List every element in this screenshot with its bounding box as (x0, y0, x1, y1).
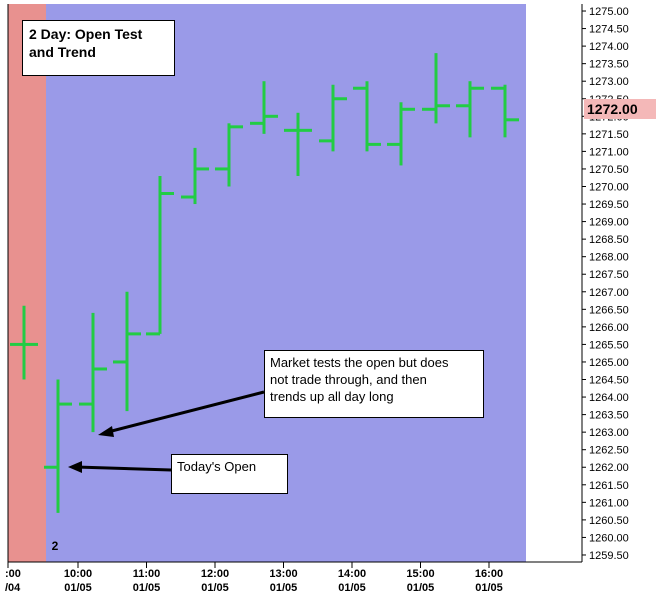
time-tick-label-date: 01/05 (270, 582, 298, 594)
ohlc-bars (10, 53, 519, 513)
partial-date-label: /04 (5, 582, 21, 594)
price-tick-label: 1263.50 (589, 410, 629, 422)
price-tick-label: 1270.00 (589, 181, 629, 193)
market-test-line-2: not trade through, and then (270, 372, 427, 387)
time-axis: 10:00 01/05 11:00 01/05 12:00 01/05 13:00 01/05… (5, 562, 503, 594)
price-tick-label: 1266.00 (589, 322, 629, 334)
time-tick-label-time: 11:00 (133, 568, 161, 580)
price-tick-label: 1264.50 (589, 375, 629, 387)
time-tick-label-date: 01/05 (64, 582, 92, 594)
market-test-arrowhead (98, 426, 114, 437)
last-price-label: 1272.00 (587, 101, 638, 117)
price-tick-label: 1260.00 (589, 532, 629, 544)
todays-open-arrow-line (75, 465, 172, 472)
price-tick-label: 1264.00 (589, 392, 629, 404)
price-tick-label: 1266.50 (589, 304, 629, 316)
market-test-line-1: Market tests the open but does (270, 355, 449, 370)
price-tick-label: 1267.50 (589, 269, 629, 281)
price-tick-label: 1268.00 (589, 252, 629, 264)
price-tick-label: 1265.50 (589, 339, 629, 351)
last-price-tag-background (584, 99, 656, 119)
chart-title-line-2: and Trend (29, 44, 96, 60)
price-tick-label: 1268.50 (589, 234, 629, 246)
price-tick-label: 1271.00 (589, 146, 629, 158)
market-test-line-3: trends up all day long (270, 389, 394, 404)
time-tick-label-time: 14:00 (338, 568, 366, 580)
chart-title-line-1: 2 Day: Open Test (29, 26, 143, 42)
market-test-annotation: Market tests the open but does not trade… (264, 350, 484, 418)
todays-open-label: Today's Open (177, 459, 257, 474)
previous-session-background (8, 4, 46, 562)
time-tick-label-time: 13:00 (269, 568, 297, 580)
time-tick-label-time: 10:00 (64, 568, 92, 580)
time-tick-label-time: 12:00 (201, 568, 229, 580)
price-tick-label: 1269.00 (589, 217, 629, 229)
last-price-tag: 1272.00 (584, 99, 656, 119)
price-tick-label: 1274.50 (589, 24, 629, 36)
price-tick-label: 1265.00 (589, 357, 629, 369)
todays-open-arrowhead (68, 461, 82, 473)
price-tick-label: 1261.00 (589, 497, 629, 509)
annotation-arrows (68, 390, 265, 473)
price-tick-label: 1261.50 (589, 480, 629, 492)
price-tick-label: 1269.50 (589, 199, 629, 211)
time-tick-label-date: 01/05 (201, 582, 229, 594)
price-tick-label: 1262.00 (589, 462, 629, 474)
time-tick-label-time: 16:00 (475, 568, 503, 580)
todays-open-annotation: Today's Open (171, 454, 288, 494)
price-tick-label: 1271.50 (589, 129, 629, 141)
price-axis: 1259.50 1260.00 1260.50 1261.00 1261.50 1262.… (582, 6, 629, 562)
time-tick-label-date: 01/05 (475, 582, 503, 594)
price-tick-label: 1275.00 (589, 6, 629, 18)
price-tick-label: 1274.00 (589, 41, 629, 53)
price-tick-label: 1273.00 (589, 76, 629, 88)
time-tick-label-date: 01/05 (133, 582, 161, 594)
chart-title-box: 2 Day: Open Test and Trend (22, 20, 175, 76)
time-tick-label-date: 01/05 (407, 582, 435, 594)
time-tick-label-date: 01/05 (338, 582, 366, 594)
price-tick-label: 1262.50 (589, 445, 629, 457)
time-tick-label-time: 15:00 (406, 568, 434, 580)
price-tick-label: 1259.50 (589, 550, 629, 562)
price-tick-label: 1273.50 (589, 59, 629, 71)
price-tick-label: 1270.50 (589, 164, 629, 176)
price-tick-label: 1263.00 (589, 427, 629, 439)
price-tick-label: 1267.00 (589, 287, 629, 299)
price-tick-label: 1260.50 (589, 515, 629, 527)
day-marker: 2 (48, 538, 62, 552)
market-test-arrow-line (103, 390, 265, 435)
partial-time-label: :00 (5, 568, 21, 580)
